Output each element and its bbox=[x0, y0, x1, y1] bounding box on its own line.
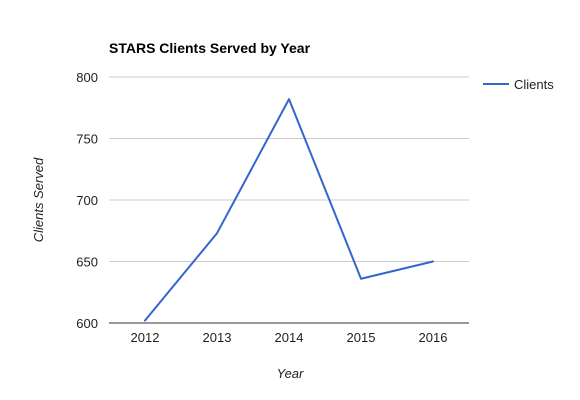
data-point bbox=[431, 259, 436, 264]
x-tick-label: 2016 bbox=[419, 330, 448, 345]
x-tick-label: 2012 bbox=[131, 330, 160, 345]
data-point bbox=[143, 318, 148, 323]
y-tick-label: 650 bbox=[76, 255, 98, 270]
x-axis-ticks: 2012 2013 2014 2015 2016 bbox=[131, 330, 448, 345]
series-line-clients bbox=[144, 98, 434, 322]
legend: Clients bbox=[483, 77, 554, 92]
y-tick-label: 800 bbox=[76, 70, 98, 85]
data-point bbox=[359, 276, 364, 281]
series-lines bbox=[143, 97, 436, 323]
y-tick-label: 700 bbox=[76, 193, 98, 208]
y-axis-ticks: 600 650 700 750 800 bbox=[76, 70, 98, 331]
gridlines bbox=[109, 76, 469, 324]
y-tick-label: 750 bbox=[76, 132, 98, 147]
x-tick-label: 2014 bbox=[275, 330, 304, 345]
chart-title: STARS Clients Served by Year bbox=[109, 40, 311, 56]
legend-label-clients: Clients bbox=[514, 77, 554, 92]
y-axis-title: Clients Served bbox=[31, 157, 46, 242]
x-tick-label: 2013 bbox=[203, 330, 232, 345]
data-point bbox=[287, 97, 292, 102]
y-tick-label: 600 bbox=[76, 316, 98, 331]
x-tick-label: 2015 bbox=[347, 330, 376, 345]
data-point bbox=[215, 231, 220, 236]
x-axis-title: Year bbox=[277, 366, 304, 381]
